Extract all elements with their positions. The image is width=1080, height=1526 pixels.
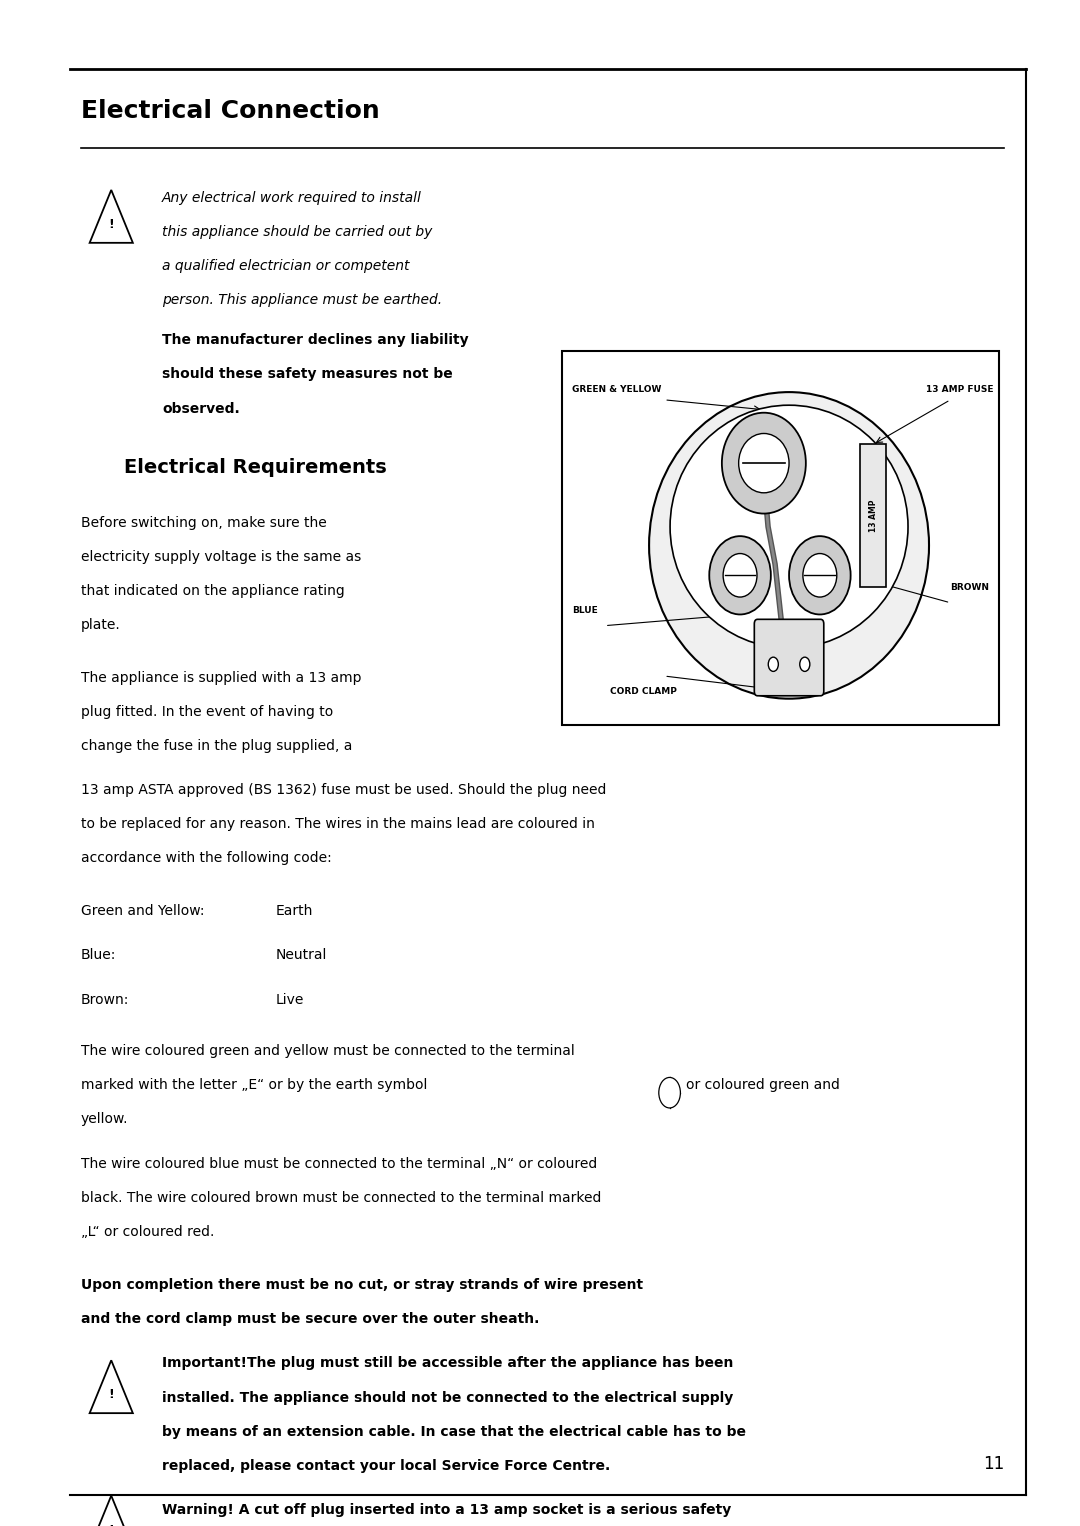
Text: 11: 11: [983, 1454, 1004, 1473]
Text: marked with the letter „E“ or by the earth symbol: marked with the letter „E“ or by the ear…: [81, 1077, 428, 1091]
Text: !: !: [108, 218, 114, 230]
Text: !: !: [108, 1389, 114, 1401]
Text: electricity supply voltage is the same as: electricity supply voltage is the same a…: [81, 549, 361, 565]
Text: CORD CLAMP: CORD CLAMP: [610, 687, 677, 696]
Text: The wire coloured green and yellow must be connected to the terminal: The wire coloured green and yellow must …: [81, 1044, 575, 1058]
Text: „L“ or coloured red.: „L“ or coloured red.: [81, 1225, 214, 1239]
Text: Any electrical work required to install: Any electrical work required to install: [162, 191, 422, 204]
Ellipse shape: [789, 536, 851, 615]
Text: that indicated on the appliance rating: that indicated on the appliance rating: [81, 584, 345, 598]
Text: The appliance is supplied with a 13 amp: The appliance is supplied with a 13 amp: [81, 671, 362, 685]
Ellipse shape: [710, 536, 771, 615]
Text: plate.: plate.: [81, 618, 121, 632]
Text: Before switching on, make sure the: Before switching on, make sure the: [81, 516, 327, 530]
Text: accordance with the following code:: accordance with the following code:: [81, 852, 332, 865]
Text: 13 amp ASTA approved (BS 1362) fuse must be used. Should the plug need: 13 amp ASTA approved (BS 1362) fuse must…: [81, 783, 606, 797]
Text: Green and Yellow:: Green and Yellow:: [81, 903, 204, 917]
Text: by means of an extension cable. In case that the electrical cable has to be: by means of an extension cable. In case …: [162, 1425, 746, 1439]
Text: The wire coloured blue must be connected to the terminal „N“ or coloured: The wire coloured blue must be connected…: [81, 1157, 597, 1170]
Ellipse shape: [802, 554, 837, 597]
Bar: [861, 444, 886, 586]
Text: Electrical Requirements: Electrical Requirements: [124, 458, 387, 476]
Text: The manufacturer declines any liability: The manufacturer declines any liability: [162, 333, 469, 346]
Ellipse shape: [670, 406, 908, 649]
Text: should these safety measures not be: should these safety measures not be: [162, 368, 453, 382]
Text: GREEN & YELLOW: GREEN & YELLOW: [572, 385, 662, 394]
Text: or coloured green and: or coloured green and: [686, 1077, 839, 1091]
Text: yellow.: yellow.: [81, 1112, 129, 1126]
Text: BLUE: BLUE: [572, 606, 598, 615]
Text: Earth: Earth: [275, 903, 313, 917]
Text: BROWN: BROWN: [950, 583, 989, 592]
Text: 13 AMP: 13 AMP: [868, 499, 878, 531]
Text: to be replaced for any reason. The wires in the mains lead are coloured in: to be replaced for any reason. The wires…: [81, 816, 595, 832]
Ellipse shape: [724, 554, 757, 597]
Ellipse shape: [739, 433, 789, 493]
Ellipse shape: [721, 412, 806, 514]
Text: black. The wire coloured brown must be connected to the terminal marked: black. The wire coloured brown must be c…: [81, 1190, 602, 1206]
Text: Warning! A cut off plug inserted into a 13 amp socket is a serious safety: Warning! A cut off plug inserted into a …: [162, 1503, 731, 1517]
Text: plug fitted. In the event of having to: plug fitted. In the event of having to: [81, 705, 334, 719]
Circle shape: [768, 658, 779, 671]
Text: observed.: observed.: [162, 401, 240, 415]
Circle shape: [800, 658, 810, 671]
Text: Upon completion there must be no cut, or stray strands of wire present: Upon completion there must be no cut, or…: [81, 1277, 643, 1291]
Text: replaced, please contact your local Service Force Centre.: replaced, please contact your local Serv…: [162, 1459, 610, 1473]
Text: Electrical Connection: Electrical Connection: [81, 99, 380, 124]
Text: this appliance should be carried out by: this appliance should be carried out by: [162, 224, 432, 240]
Text: !: !: [108, 1523, 114, 1526]
Text: Live: Live: [275, 993, 303, 1007]
FancyBboxPatch shape: [754, 620, 824, 696]
Text: person. This appliance must be earthed.: person. This appliance must be earthed.: [162, 293, 442, 307]
Text: 13 AMP FUSE: 13 AMP FUSE: [927, 385, 994, 394]
Text: and the cord clamp must be secure over the outer sheath.: and the cord clamp must be secure over t…: [81, 1312, 539, 1326]
Text: a qualified electrician or competent: a qualified electrician or competent: [162, 259, 409, 273]
Bar: [562, 351, 999, 725]
Text: Brown:: Brown:: [81, 993, 130, 1007]
Text: change the fuse in the plug supplied, a: change the fuse in the plug supplied, a: [81, 740, 352, 754]
Text: Neutral: Neutral: [275, 948, 327, 963]
Text: installed. The appliance should not be connected to the electrical supply: installed. The appliance should not be c…: [162, 1390, 733, 1405]
Circle shape: [659, 1077, 680, 1108]
Text: Important!The plug must still be accessible after the appliance has been: Important!The plug must still be accessi…: [162, 1357, 733, 1370]
Text: Blue:: Blue:: [81, 948, 117, 963]
Ellipse shape: [649, 392, 929, 699]
